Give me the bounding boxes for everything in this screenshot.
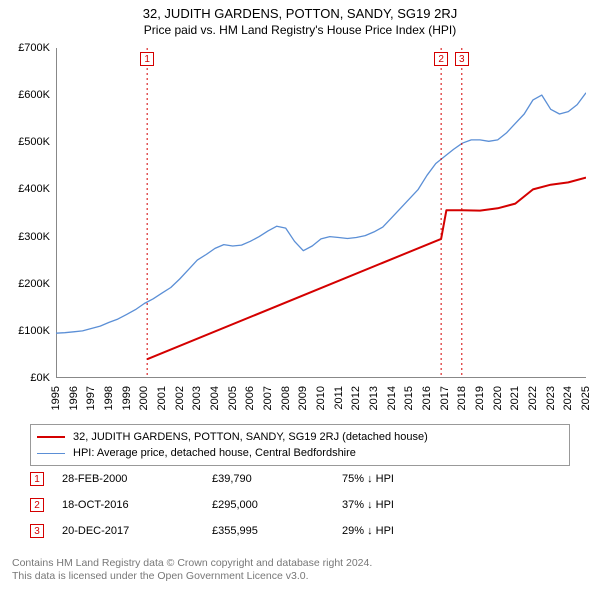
x-tick-label: 2006 (244, 386, 256, 410)
sale-row: 1 28-FEB-2000 £39,790 75% ↓ HPI (30, 472, 570, 486)
footer-line: This data is licensed under the Open Gov… (12, 570, 588, 584)
x-tick-label: 2024 (562, 386, 574, 410)
x-tick-label: 1998 (103, 386, 115, 410)
x-tick-label: 2016 (421, 386, 433, 410)
x-tick-label: 2003 (191, 386, 203, 410)
x-tick-label: 1997 (85, 386, 97, 410)
x-tick-label: 2020 (492, 386, 504, 410)
sale-delta: 37% ↓ HPI (342, 499, 394, 511)
y-tick-label: £700K (0, 42, 50, 54)
sale-marker: 1 (30, 472, 44, 486)
x-tick-label: 2023 (545, 386, 557, 410)
marker-box: 1 (140, 52, 154, 66)
x-tick-label: 2014 (386, 386, 398, 410)
y-tick-label: £400K (0, 183, 50, 195)
series-line-price_paid (147, 178, 586, 360)
sale-row: 2 18-OCT-2016 £295,000 37% ↓ HPI (30, 498, 570, 512)
x-tick-label: 2019 (474, 386, 486, 410)
chart-subtitle: Price paid vs. HM Land Registry's House … (0, 21, 600, 41)
x-tick-label: 1996 (68, 386, 80, 410)
x-tick-label: 1995 (50, 386, 62, 410)
x-tick-label: 2022 (527, 386, 539, 410)
x-tick-label: 2017 (439, 386, 451, 410)
legend-row: HPI: Average price, detached house, Cent… (37, 445, 563, 461)
x-tick-label: 2005 (227, 386, 239, 410)
x-tick-label: 2013 (368, 386, 380, 410)
legend-label: 32, JUDITH GARDENS, POTTON, SANDY, SG19 … (73, 431, 428, 443)
x-tick-label: 2001 (156, 386, 168, 410)
marker-box: 2 (434, 52, 448, 66)
x-tick-label: 2012 (350, 386, 362, 410)
y-tick-label: £300K (0, 231, 50, 243)
sale-marker: 2 (30, 498, 44, 512)
legend: 32, JUDITH GARDENS, POTTON, SANDY, SG19 … (30, 424, 570, 466)
x-tick-label: 2009 (297, 386, 309, 410)
x-tick-label: 2011 (333, 386, 345, 410)
series-line-hpi (56, 93, 586, 333)
sale-date: 20-DEC-2017 (62, 525, 212, 537)
y-tick-label: £200K (0, 278, 50, 290)
legend-label: HPI: Average price, detached house, Cent… (73, 447, 356, 459)
sale-price: £39,790 (212, 473, 342, 485)
sale-date: 28-FEB-2000 (62, 473, 212, 485)
x-tick-label: 2015 (403, 386, 415, 410)
x-tick-label: 2018 (456, 386, 468, 410)
y-tick-label: £0K (0, 372, 50, 384)
x-tick-label: 1999 (121, 386, 133, 410)
x-tick-label: 2021 (509, 386, 521, 410)
chart-svg (56, 48, 586, 378)
marker-box: 3 (455, 52, 469, 66)
legend-swatch (37, 436, 65, 438)
chart-container: 32, JUDITH GARDENS, POTTON, SANDY, SG19 … (0, 0, 600, 590)
sale-marker: 3 (30, 524, 44, 538)
sale-delta: 29% ↓ HPI (342, 525, 394, 537)
x-tick-label: 2004 (209, 386, 221, 410)
x-tick-label: 2008 (280, 386, 292, 410)
x-tick-label: 2025 (580, 386, 592, 410)
sale-price: £355,995 (212, 525, 342, 537)
y-tick-label: £600K (0, 89, 50, 101)
footer-line: Contains HM Land Registry data © Crown c… (12, 557, 588, 571)
x-tick-label: 2007 (262, 386, 274, 410)
chart-title: 32, JUDITH GARDENS, POTTON, SANDY, SG19 … (0, 0, 600, 21)
chart-plot-area: £0K£100K£200K£300K£400K£500K£600K£700K19… (56, 48, 586, 378)
legend-row: 32, JUDITH GARDENS, POTTON, SANDY, SG19 … (37, 429, 563, 445)
sale-row: 3 20-DEC-2017 £355,995 29% ↓ HPI (30, 524, 570, 538)
footer: Contains HM Land Registry data © Crown c… (12, 557, 588, 584)
legend-swatch (37, 453, 65, 454)
x-tick-label: 2000 (138, 386, 150, 410)
x-tick-label: 2002 (174, 386, 186, 410)
x-tick-label: 2010 (315, 386, 327, 410)
y-tick-label: £100K (0, 325, 50, 337)
sale-date: 18-OCT-2016 (62, 499, 212, 511)
sale-delta: 75% ↓ HPI (342, 473, 394, 485)
y-tick-label: £500K (0, 136, 50, 148)
sale-price: £295,000 (212, 499, 342, 511)
